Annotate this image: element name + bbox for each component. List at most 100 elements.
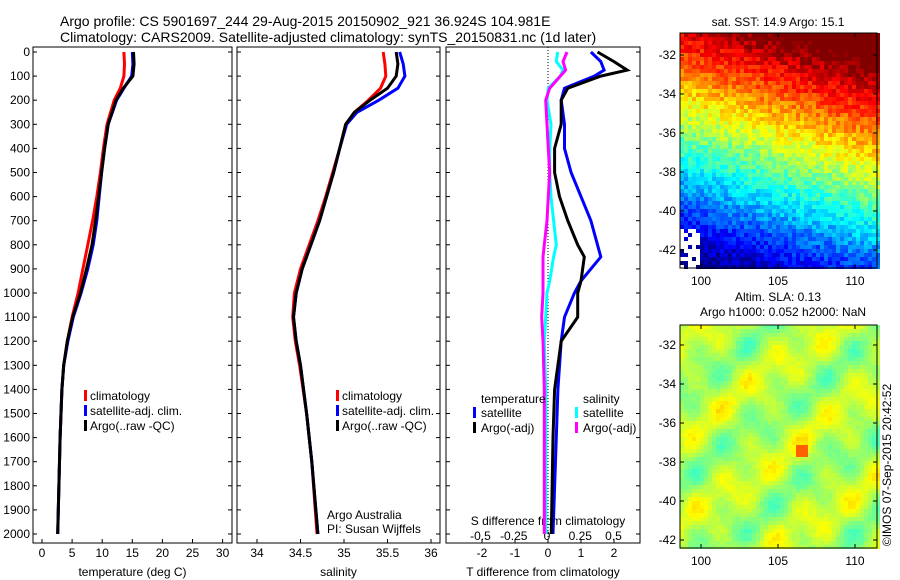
map-cell [752, 177, 756, 181]
map-cell [712, 65, 716, 69]
map-cell [716, 145, 720, 149]
map-cell [792, 57, 796, 61]
map-cell [852, 169, 856, 173]
map-cell [824, 205, 828, 209]
map-cell [684, 261, 688, 265]
map-cell [796, 169, 800, 173]
map-cell [844, 121, 848, 125]
map-cell [744, 201, 748, 205]
legend-heading: salinity [583, 392, 620, 406]
map-cell [816, 165, 820, 169]
map-cell [748, 405, 752, 409]
map-cell [708, 361, 712, 365]
map-cell [712, 265, 716, 269]
map-cell [684, 161, 688, 165]
map-cell [852, 45, 856, 49]
map-cell [836, 193, 840, 197]
map-cell [784, 325, 788, 329]
map-cell [688, 441, 692, 445]
map-cell [796, 173, 800, 177]
map-cell [864, 341, 868, 345]
map-cell [768, 85, 772, 89]
map-cell [836, 85, 840, 89]
map-cell [684, 353, 688, 357]
map-cell [692, 209, 696, 213]
map-cell [828, 365, 832, 369]
map-cell [696, 109, 700, 113]
map-cell [792, 329, 796, 333]
map-cell [852, 165, 856, 169]
map-cell [724, 133, 728, 137]
map-cell [712, 349, 716, 353]
map-cell [848, 325, 852, 329]
map-cell [860, 225, 864, 229]
map-cell [748, 413, 752, 417]
map-cell [716, 137, 720, 141]
map-cell [812, 213, 816, 217]
map-cell [748, 209, 752, 213]
map-cell [772, 101, 776, 105]
map-cell [876, 425, 880, 429]
map-cell [744, 141, 748, 145]
map-cell [712, 81, 716, 85]
map-cell [824, 441, 828, 445]
map-cell [852, 253, 856, 257]
map-cell [856, 141, 860, 145]
map-cell [748, 345, 752, 349]
map-cell [732, 389, 736, 393]
map-cell [852, 129, 856, 133]
map-cell [764, 77, 768, 81]
map-cell [828, 253, 832, 257]
map-cell [704, 381, 708, 385]
map-cell [752, 341, 756, 345]
map-cell [732, 373, 736, 377]
map-cell [796, 225, 800, 229]
map-cell [736, 37, 740, 41]
land-cell [684, 257, 688, 261]
map-cell [824, 125, 828, 129]
map-cell [684, 165, 688, 169]
map-cell [792, 373, 796, 377]
map-cell [872, 85, 876, 89]
map-cell [816, 265, 820, 269]
map-cell [804, 33, 808, 37]
map-cell [764, 133, 768, 137]
map-cell [828, 225, 832, 229]
map-cell [800, 177, 804, 181]
map-cell [828, 137, 832, 141]
map-cell [724, 449, 728, 453]
map-cell [704, 237, 708, 241]
map-cell [864, 445, 868, 449]
map-cell [864, 205, 868, 209]
map-cell [828, 49, 832, 53]
map-cell [808, 397, 812, 401]
map-cell [772, 233, 776, 237]
map-cell [776, 381, 780, 385]
map-cell [748, 325, 752, 329]
map-cell [716, 161, 720, 165]
map-cell [688, 201, 692, 205]
map-cell [696, 89, 700, 93]
map-cell [868, 41, 872, 45]
map-cell [760, 129, 764, 133]
map-cell [800, 145, 804, 149]
map-cell [792, 233, 796, 237]
map-cell [740, 61, 744, 65]
map-cell [748, 397, 752, 401]
map-cell [748, 109, 752, 113]
map-cell [844, 341, 848, 345]
map-cell [700, 93, 704, 97]
map-cell [792, 401, 796, 405]
map-cell [680, 93, 684, 97]
map-cell [720, 425, 724, 429]
depth-tick-label: 600 [10, 190, 30, 204]
map-cell [684, 421, 688, 425]
map-cell [860, 381, 864, 385]
map-cell [860, 193, 864, 197]
map-cell [800, 229, 804, 233]
map-cell [704, 241, 708, 245]
map-cell [844, 157, 848, 161]
map-cell [700, 121, 704, 125]
map-cell [808, 133, 812, 137]
map-cell [752, 149, 756, 153]
